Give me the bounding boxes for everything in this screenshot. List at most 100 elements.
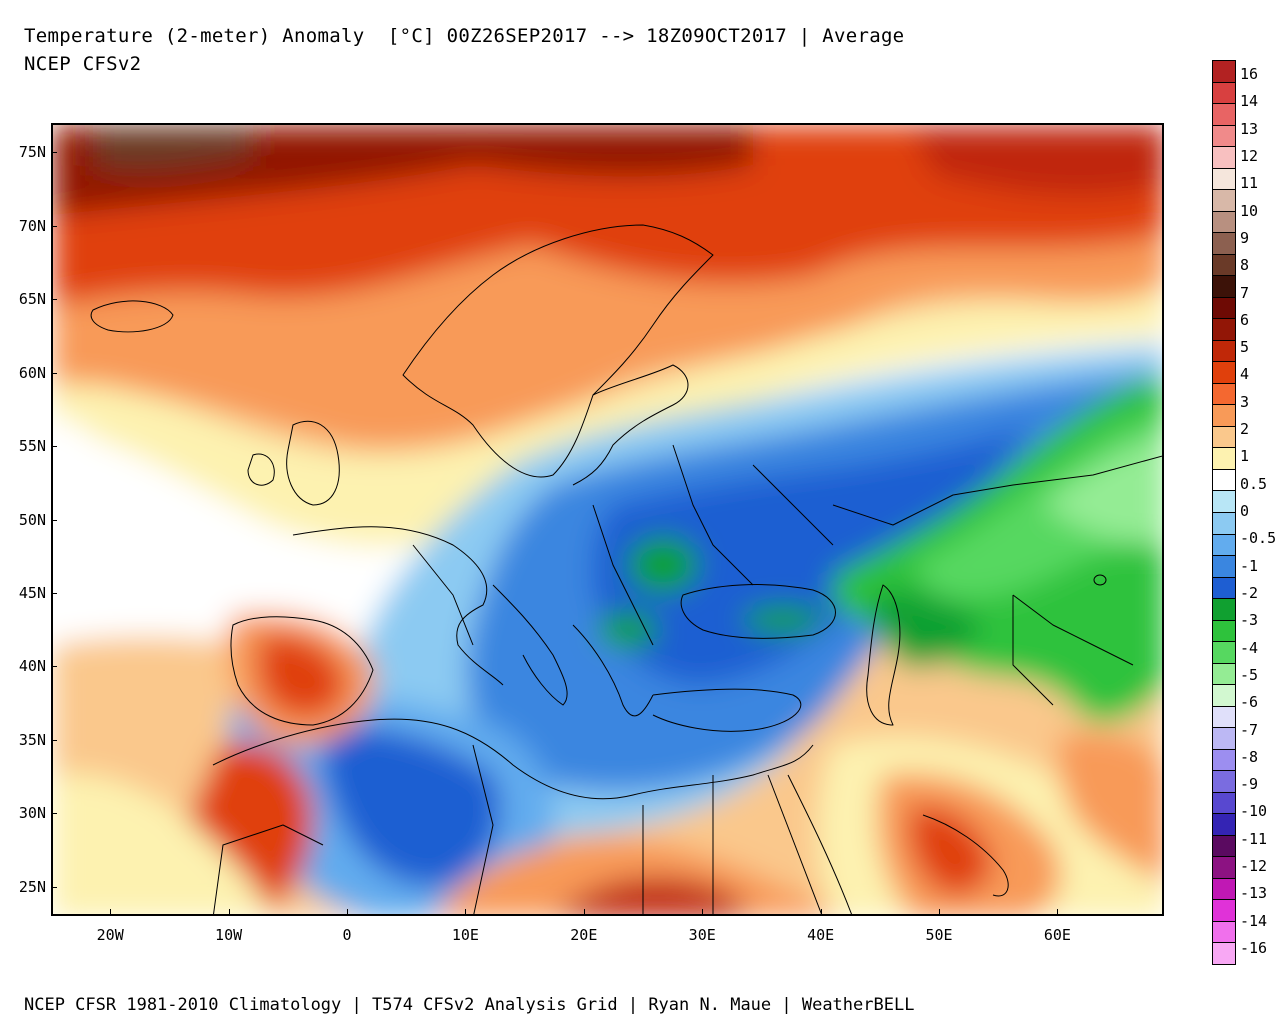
- lon-tick: [583, 909, 585, 915]
- lat-label: 50N: [18, 510, 46, 529]
- colorbar-swatch: [1212, 834, 1236, 858]
- colorbar-swatch: [1212, 576, 1236, 600]
- lon-label: 10E: [451, 926, 479, 944]
- lat-label: 55N: [18, 437, 46, 456]
- colorbar-swatch: [1212, 727, 1236, 750]
- colorbar-label: 16: [1240, 65, 1259, 83]
- colorbar-swatch: [1212, 253, 1236, 277]
- colorbar-label: -4: [1240, 638, 1259, 657]
- colorbar-swatch: [1212, 361, 1236, 384]
- lat-tick: [51, 519, 57, 521]
- lat-tick: [51, 446, 57, 448]
- lon-tick: [228, 909, 230, 915]
- colorbar-label: 14: [1240, 92, 1259, 111]
- colorbar-swatch: [1212, 598, 1236, 621]
- colorbar-label: 13: [1240, 119, 1259, 138]
- colorbar-swatch: [1212, 81, 1236, 105]
- lat-tick: [51, 372, 57, 374]
- colorbar-swatch: [1212, 447, 1236, 470]
- colorbar-swatch: [1212, 684, 1236, 707]
- colorbar-swatch: [1212, 791, 1236, 815]
- colorbar-swatch: [1212, 296, 1236, 320]
- colorbar-label: -13: [1240, 884, 1268, 903]
- colorbar-label: -7: [1240, 720, 1259, 739]
- colorbar-label: -12: [1240, 857, 1268, 876]
- colorbar-label: -10: [1240, 802, 1268, 821]
- lat-tick: [51, 152, 57, 154]
- lat-tick: [51, 225, 57, 227]
- colorbar-swatch: [1212, 275, 1236, 298]
- lat-tick: [51, 739, 57, 741]
- lat-label: 45N: [18, 583, 46, 602]
- anomaly-field: [53, 125, 1162, 914]
- lat-label: 30N: [18, 804, 46, 823]
- lon-tick: [702, 909, 704, 915]
- colorbar-swatch: [1212, 942, 1236, 965]
- lon-label: 20E: [570, 926, 598, 944]
- colorbar-swatch: [1212, 920, 1236, 944]
- colorbar-label: 0.5: [1240, 474, 1268, 493]
- lat-tick: [51, 299, 57, 301]
- colorbar-swatch: [1212, 877, 1236, 901]
- colorbar-swatch: [1212, 124, 1236, 148]
- lat-label: 35N: [18, 730, 46, 749]
- lon-tick: [110, 909, 112, 915]
- colorbar-swatch: [1212, 60, 1236, 83]
- colorbar-label: -3: [1240, 611, 1259, 630]
- colorbar-label: -11: [1240, 829, 1268, 848]
- colorbar-swatch: [1212, 210, 1236, 234]
- colorbar-swatch: [1212, 167, 1236, 191]
- map-title: Temperature (2-meter) Anomaly [°C] 00Z26…: [24, 25, 905, 47]
- lon-label: 50E: [925, 926, 953, 944]
- colorbar-label: -5: [1240, 665, 1259, 684]
- lat-tick: [51, 666, 57, 668]
- colorbar-swatch: [1212, 512, 1236, 535]
- colorbar-swatch: [1212, 232, 1236, 255]
- lon-label: 40E: [807, 926, 835, 944]
- colorbar-label: -2: [1240, 583, 1259, 602]
- lon-tick: [347, 909, 348, 915]
- lon-tick: [1057, 909, 1059, 915]
- colorbar-label: 7: [1240, 283, 1250, 302]
- lat-label: 25N: [18, 877, 46, 896]
- colorbar-label: 0: [1240, 502, 1250, 520]
- colorbar-label: -16: [1240, 939, 1268, 957]
- colorbar-swatch: [1212, 339, 1236, 363]
- colorbar-label: 11: [1240, 174, 1259, 193]
- anomaly-map-canvas: [53, 125, 1162, 914]
- colorbar-label: 1: [1240, 447, 1250, 466]
- colorbar-swatch: [1212, 748, 1236, 772]
- lat-tick: [51, 592, 57, 594]
- anomaly-map: [51, 123, 1164, 916]
- colorbar-label: -9: [1240, 775, 1259, 794]
- colorbar-label: -1: [1240, 556, 1259, 575]
- colorbar-label: -6: [1240, 693, 1259, 712]
- lon-label: 30E: [688, 926, 716, 944]
- colorbar-label: 12: [1240, 146, 1259, 165]
- colorbar-label: 5: [1240, 338, 1250, 357]
- lon-label: 20W: [96, 926, 124, 944]
- lon-tick: [939, 909, 941, 915]
- lon-label: 10W: [215, 926, 243, 944]
- map-subtitle: NCEP CFSv2: [24, 53, 142, 75]
- colorbar-swatch: [1212, 619, 1236, 643]
- colorbar-swatch: [1212, 705, 1236, 729]
- colorbar-swatch: [1212, 189, 1236, 212]
- lat-label: 40N: [18, 657, 46, 676]
- lon-label: 60E: [1043, 926, 1071, 944]
- colorbar-swatch: [1212, 641, 1236, 664]
- colorbar-swatch: [1212, 662, 1236, 686]
- lat-label: 70N: [18, 216, 46, 235]
- colorbar-swatch: [1212, 382, 1236, 406]
- colorbar-label: -8: [1240, 747, 1259, 766]
- colorbar-label: 4: [1240, 365, 1250, 384]
- lat-label: 60N: [18, 363, 46, 382]
- colorbar-swatch: [1212, 318, 1236, 341]
- colorbar-swatch: [1212, 468, 1236, 492]
- colorbar-swatch: [1212, 533, 1236, 557]
- lat-tick: [51, 886, 57, 888]
- lon-tick: [820, 909, 822, 915]
- footer-credits: NCEP CFSR 1981-2010 Climatology | T574 C…: [24, 995, 915, 1015]
- colorbar-swatch: [1212, 103, 1236, 126]
- colorbar-swatch: [1212, 404, 1236, 427]
